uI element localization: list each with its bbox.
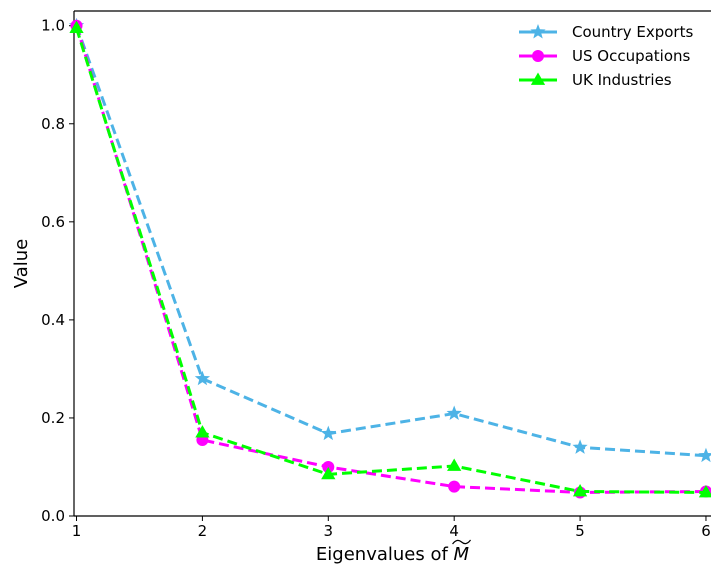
legend-label: Country Exports: [572, 23, 693, 41]
series-line: [75, 25, 707, 458]
y-tick-label: 0.0: [41, 507, 65, 525]
x-tick-label: 5: [575, 522, 585, 540]
data-point: [195, 425, 210, 438]
y-axis-title: Value: [11, 239, 32, 288]
data-point: [320, 425, 336, 441]
legend: Country Exports US Occupations UK Industri…: [519, 23, 693, 89]
data-point: [448, 480, 461, 493]
legend-marker: [532, 50, 544, 62]
data-point: [572, 483, 588, 497]
data-point: [321, 466, 336, 480]
y-tick-label: 1.0: [41, 17, 65, 35]
y-tick-label: 0.2: [41, 409, 65, 427]
data-point: [698, 484, 711, 498]
data-point: [572, 439, 588, 454]
legend-label: UK Industries: [572, 71, 672, 89]
legend-marker: [530, 24, 546, 39]
x-tick-label: 6: [701, 522, 711, 540]
x-axis-title-tilde: [452, 539, 472, 545]
plot-area: [73, 10, 711, 517]
data-point: [447, 458, 462, 471]
data-point: [194, 370, 211, 386]
data-point: [69, 20, 84, 34]
legend-marker: [530, 72, 546, 85]
series-group: [68, 17, 711, 499]
x-tick-label: 4: [449, 522, 459, 540]
x-tick-label: 3: [324, 522, 334, 540]
legend-entry: Country Exports: [519, 23, 693, 41]
data-point: [446, 405, 462, 420]
x-axis-title-symbol: M: [454, 544, 470, 565]
x-tick-label: 1: [72, 522, 82, 540]
series-1: [70, 19, 711, 499]
y-tick-label: 0.6: [41, 213, 65, 231]
data-point: [698, 447, 711, 463]
y-tick-label: 0.8: [41, 115, 65, 133]
series-line: [75, 27, 706, 494]
x-tick-label: 2: [198, 522, 208, 540]
y-tick-label: 0.4: [41, 311, 65, 329]
legend-entry: UK Industries: [519, 71, 672, 89]
axes: 1 2 3 4 5 6 0.0 0.2 0.4 0.6 0.8 1.0 Value Eigenvalues…: [11, 17, 711, 565]
legend-entry: US Occupations: [519, 47, 691, 65]
legend-label: US Occupations: [572, 47, 691, 65]
series-2: [69, 20, 711, 498]
series-line: [75, 25, 706, 494]
x-axis-title: Eigenvalues of M: [316, 544, 470, 565]
